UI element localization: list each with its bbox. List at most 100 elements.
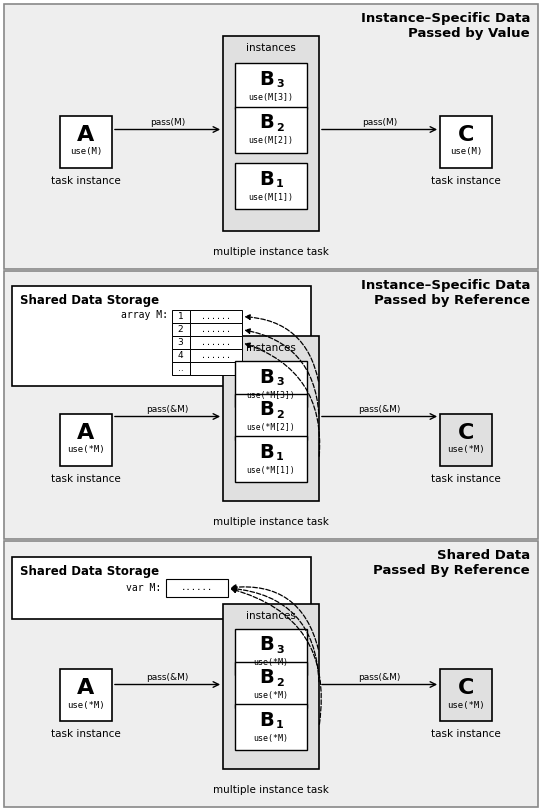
Text: 4: 4 <box>178 351 183 360</box>
Text: B: B <box>260 443 274 461</box>
Text: B: B <box>260 710 274 730</box>
Text: B: B <box>260 636 274 654</box>
Text: pass(&M): pass(&M) <box>146 672 189 681</box>
Text: use(*M[2]): use(*M[2]) <box>247 423 295 432</box>
Text: 1: 1 <box>276 452 284 462</box>
Text: C: C <box>458 423 474 443</box>
Text: Instance–Specific Data
Passed by Reference: Instance–Specific Data Passed by Referen… <box>360 279 530 307</box>
Text: 2: 2 <box>276 409 284 420</box>
Text: task instance: task instance <box>51 729 121 739</box>
Text: use(*M): use(*M) <box>67 701 105 709</box>
Bar <box>235 107 307 153</box>
Text: ......: ...... <box>180 583 212 592</box>
Text: ..: .. <box>178 364 183 373</box>
Bar <box>235 393 307 439</box>
Text: task instance: task instance <box>431 729 501 739</box>
Text: instances: instances <box>246 343 296 353</box>
Text: ......: ...... <box>201 312 230 321</box>
Bar <box>235 629 307 675</box>
Bar <box>190 336 242 349</box>
Text: use(M): use(M) <box>70 147 102 156</box>
Bar <box>171 349 190 362</box>
Bar <box>4 271 538 539</box>
Text: use(*M): use(*M) <box>67 445 105 455</box>
Bar <box>190 310 242 323</box>
Text: 2: 2 <box>276 122 284 133</box>
Text: use(M): use(M) <box>450 147 482 156</box>
Bar <box>440 116 492 167</box>
Text: B: B <box>260 70 274 88</box>
Text: B: B <box>260 113 274 132</box>
Bar <box>171 310 190 323</box>
Bar <box>223 336 319 501</box>
Text: A: A <box>78 678 95 698</box>
Text: ......: ...... <box>201 338 230 347</box>
Text: Shared Data
Passed By Reference: Shared Data Passed By Reference <box>373 549 530 577</box>
Bar <box>235 361 307 407</box>
Text: 1: 1 <box>178 312 183 321</box>
Text: task instance: task instance <box>51 176 121 186</box>
Text: B: B <box>260 170 274 188</box>
Text: use(*M): use(*M) <box>447 701 485 709</box>
Text: use(*M): use(*M) <box>254 659 288 667</box>
Text: B: B <box>260 400 274 419</box>
Text: multiple instance task: multiple instance task <box>213 517 329 527</box>
Text: C: C <box>458 678 474 698</box>
Text: pass(M): pass(M) <box>362 117 397 126</box>
Bar <box>235 662 307 708</box>
Text: A: A <box>78 125 95 145</box>
Text: multiple instance task: multiple instance task <box>213 247 329 257</box>
Bar <box>190 323 242 336</box>
Bar <box>171 336 190 349</box>
Text: task instance: task instance <box>431 474 501 484</box>
Text: task instance: task instance <box>431 176 501 186</box>
Text: B: B <box>260 668 274 687</box>
Text: array M:: array M: <box>120 310 167 320</box>
Bar <box>165 579 228 597</box>
Text: 3: 3 <box>276 377 284 387</box>
Bar <box>12 286 311 386</box>
Text: var M:: var M: <box>126 583 162 593</box>
Text: use(*M[3]): use(*M[3]) <box>247 391 295 400</box>
Text: 1: 1 <box>276 179 284 189</box>
Text: ......: ...... <box>201 351 230 360</box>
Text: multiple instance task: multiple instance task <box>213 785 329 795</box>
Text: pass(M): pass(M) <box>150 117 185 126</box>
Bar <box>190 349 242 362</box>
Text: 2: 2 <box>276 677 284 688</box>
Bar <box>223 604 319 769</box>
Text: 2: 2 <box>178 325 183 334</box>
Text: 1: 1 <box>276 720 284 730</box>
Text: B: B <box>260 367 274 387</box>
Bar <box>223 36 319 231</box>
Text: C: C <box>458 125 474 145</box>
Bar <box>60 669 112 722</box>
Bar <box>440 669 492 722</box>
Bar <box>4 541 538 807</box>
Text: use(M[2]): use(M[2]) <box>248 136 294 145</box>
Text: use(M[1]): use(M[1]) <box>248 193 294 201</box>
Bar <box>235 704 307 750</box>
Text: A: A <box>78 423 95 443</box>
Text: 3: 3 <box>276 79 284 89</box>
Text: pass(&M): pass(&M) <box>358 404 401 413</box>
Text: Instance–Specific Data
Passed by Value: Instance–Specific Data Passed by Value <box>360 12 530 40</box>
Bar <box>60 116 112 167</box>
Bar <box>235 436 307 482</box>
Bar <box>60 414 112 466</box>
Bar <box>440 414 492 466</box>
Text: use(*M[1]): use(*M[1]) <box>247 465 295 475</box>
Text: ......: ...... <box>201 325 230 334</box>
Text: instances: instances <box>246 611 296 621</box>
Bar <box>235 163 307 209</box>
Text: use(*M): use(*M) <box>254 734 288 743</box>
Bar <box>190 362 242 375</box>
Text: 3: 3 <box>178 338 183 347</box>
Text: Shared Data Storage: Shared Data Storage <box>20 294 159 307</box>
Bar <box>4 4 538 269</box>
Text: use(M[3]): use(M[3]) <box>248 92 294 101</box>
Text: pass(&M): pass(&M) <box>146 404 189 413</box>
Text: pass(&M): pass(&M) <box>358 672 401 681</box>
Text: use(*M): use(*M) <box>447 445 485 455</box>
Bar <box>12 557 311 619</box>
